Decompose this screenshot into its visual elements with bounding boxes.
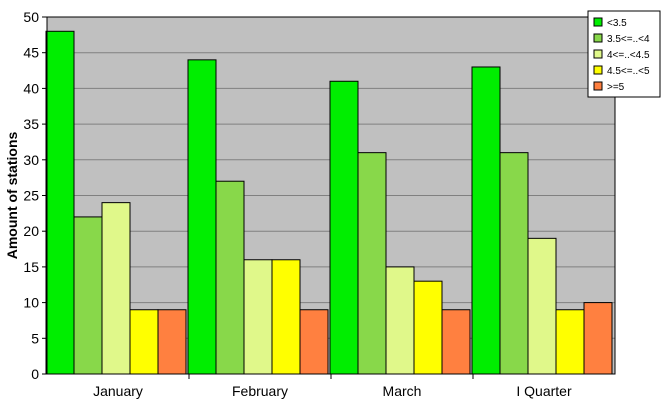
y-tick-label: 30 xyxy=(23,152,39,168)
bar xyxy=(187,59,217,375)
bar xyxy=(471,66,501,375)
y-tick-label: 15 xyxy=(23,259,39,275)
bar xyxy=(413,280,443,375)
bar xyxy=(243,259,273,375)
x-tick-label: I Quarter xyxy=(516,383,572,399)
x-tick-label: January xyxy=(93,383,143,399)
legend-swatch xyxy=(593,33,603,43)
bar xyxy=(555,309,585,375)
bar xyxy=(441,309,471,375)
bar xyxy=(73,216,103,375)
bar xyxy=(357,152,387,375)
bar xyxy=(583,302,613,375)
y-tick-label: 40 xyxy=(23,80,39,96)
legend-label: >=5 xyxy=(607,82,625,93)
bar xyxy=(101,202,131,375)
legend-swatch xyxy=(593,49,603,59)
bar xyxy=(157,309,187,375)
bar xyxy=(215,180,245,375)
bar xyxy=(129,309,159,375)
bar xyxy=(271,259,301,375)
bar xyxy=(527,237,557,375)
y-tick-label: 0 xyxy=(31,366,39,382)
bar xyxy=(329,80,359,375)
legend: <3.5 3.5<=..<4 4<=..<4.5 4.5<=..<5 >=5 xyxy=(587,10,661,98)
bar xyxy=(385,266,415,375)
legend-label: 4.5<=..<5 xyxy=(607,66,650,77)
legend-swatch xyxy=(593,17,603,27)
y-tick-label: 25 xyxy=(23,188,39,204)
legend-label: 3.5<=..<4 xyxy=(607,34,650,45)
bars xyxy=(45,30,613,375)
y-tick-label: 20 xyxy=(23,223,39,239)
bar xyxy=(499,152,529,375)
bar xyxy=(299,309,329,375)
legend-swatch xyxy=(593,65,603,75)
legend-label: 4<=..<4.5 xyxy=(607,50,650,61)
legend-swatch xyxy=(593,81,603,91)
legend-label: <3.5 xyxy=(607,18,627,29)
y-tick-label: 50 xyxy=(23,9,39,25)
y-axis-title: Amount of stations xyxy=(4,132,20,260)
x-tick-label: February xyxy=(232,383,288,399)
y-tick-label: 5 xyxy=(31,330,39,346)
y-tick-label: 45 xyxy=(23,45,39,61)
x-tick-label: March xyxy=(383,383,422,399)
axes: 0 5 10 15 20 25 30 35 40 45 50 January February March… xyxy=(23,9,616,399)
bar xyxy=(45,30,75,375)
y-tick-label: 35 xyxy=(23,116,39,132)
y-tick-label: 10 xyxy=(23,295,39,311)
plot-frame xyxy=(46,16,616,375)
